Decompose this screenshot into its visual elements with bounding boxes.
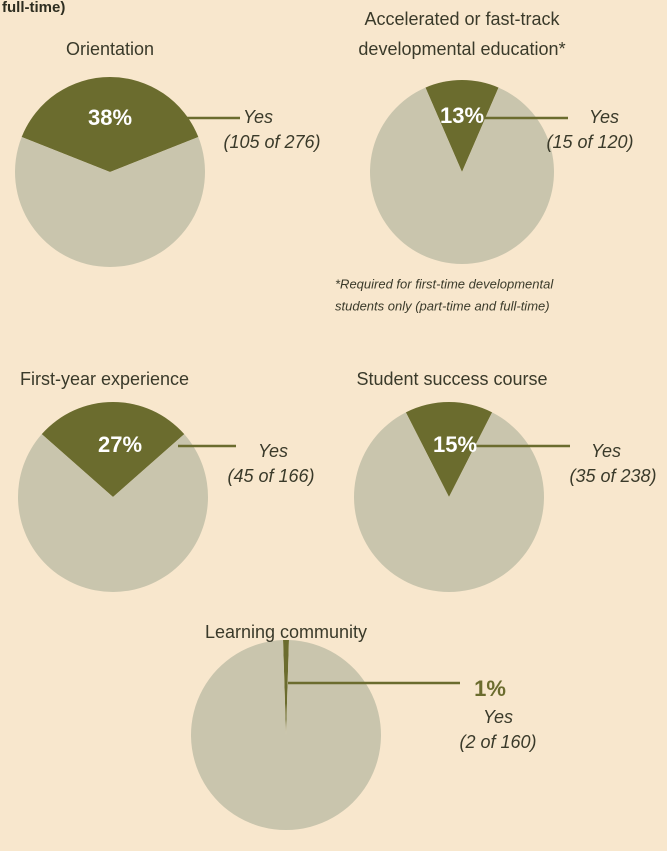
pie-slice xyxy=(283,640,289,735)
pie-slice xyxy=(369,87,554,265)
pie-slice xyxy=(14,137,205,267)
pie-title: Accelerated or fast-track xyxy=(364,9,560,29)
pie-title: Learning community xyxy=(205,622,367,642)
pie-slice xyxy=(18,434,209,592)
value-label: 27% xyxy=(98,432,142,457)
slice-label: Yes xyxy=(589,107,619,127)
annotation: (15 of 120) xyxy=(546,132,633,152)
annotation: (2 of 160) xyxy=(459,732,536,752)
pie-slice xyxy=(425,80,499,172)
pie-slice xyxy=(21,77,199,172)
pie-title: developmental education* xyxy=(358,39,565,59)
footnote: students only (part-time and full-time) xyxy=(335,298,550,313)
annotation: (45 of 166) xyxy=(227,466,314,486)
value-label: 15% xyxy=(433,432,477,457)
pie-title: First-year experience xyxy=(20,369,189,389)
pie-title: Orientation xyxy=(66,39,154,59)
slice-label: Yes xyxy=(483,707,513,727)
slice-label: Yes xyxy=(258,441,288,461)
annotation: (35 of 238) xyxy=(569,466,656,486)
pie-slice xyxy=(405,401,493,497)
footnote: *Required for first-time developmental xyxy=(335,276,554,291)
pie-slice xyxy=(353,412,544,592)
value-label: 38% xyxy=(88,105,132,130)
slice-label: Yes xyxy=(591,441,621,461)
annotation: (105 of 276) xyxy=(223,132,320,152)
heading: full-time) xyxy=(2,0,65,16)
slice-label: Yes xyxy=(243,107,273,127)
pie-title: Student success course xyxy=(356,369,547,389)
value-label: 1% xyxy=(474,676,506,701)
pie-slice xyxy=(41,402,185,497)
pie-slice xyxy=(191,640,381,831)
value-label: 13% xyxy=(440,103,484,128)
